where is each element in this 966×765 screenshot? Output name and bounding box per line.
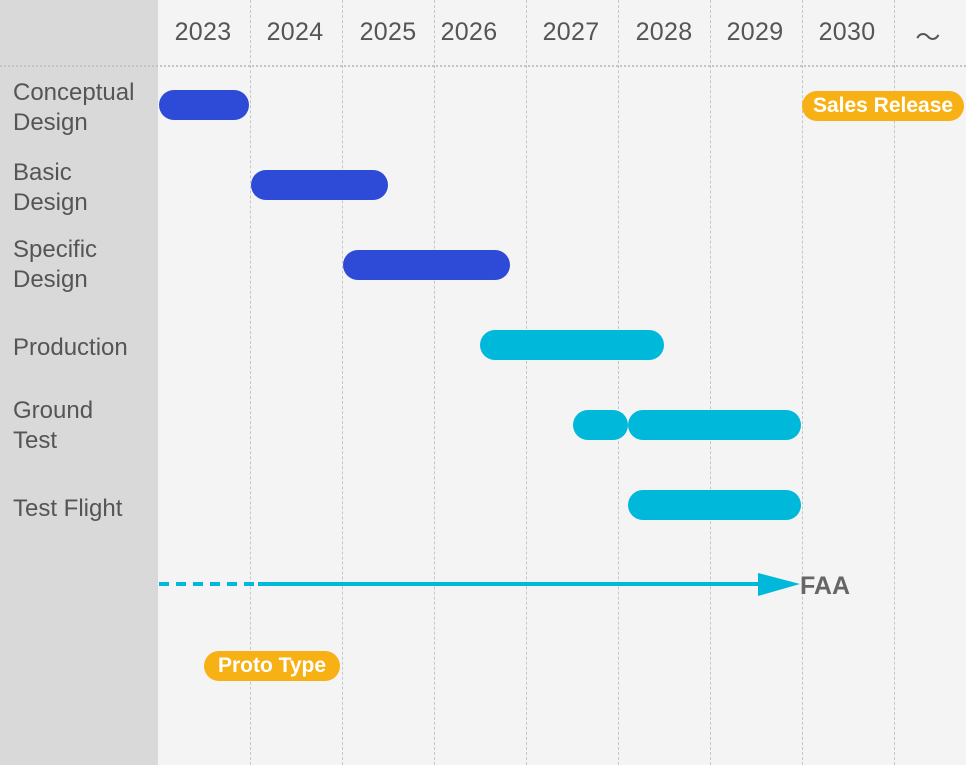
header-divider xyxy=(0,65,966,67)
bar-basic-design xyxy=(251,170,388,200)
gridline-2030 xyxy=(802,0,803,765)
year-label: 2024 xyxy=(266,18,324,46)
year-label: 〜 xyxy=(915,24,941,52)
task-label-specific-design: Specific Design xyxy=(13,236,98,293)
milestone-sales-release: Sales Release xyxy=(802,91,964,121)
year-label: 2025 xyxy=(359,18,417,46)
bar-conceptual-design xyxy=(159,90,249,120)
year-label: 2028 xyxy=(635,18,693,46)
year-label: 2023 xyxy=(174,18,232,46)
gridline-2029 xyxy=(710,0,711,765)
year-label: 2026 xyxy=(440,18,498,46)
bar-production xyxy=(480,330,664,360)
gridline-2026 xyxy=(434,0,435,765)
gridline-2027 xyxy=(526,0,527,765)
task-label-ground-test: Ground Test xyxy=(13,397,94,454)
milestone-proto-type: Proto Type xyxy=(204,651,340,681)
gridline-2024 xyxy=(250,0,251,765)
arrow-head-icon xyxy=(758,573,800,596)
faa-label: FAA xyxy=(800,572,850,600)
gridline-future xyxy=(894,0,895,765)
task-label-test-flight: Test Flight xyxy=(13,495,123,522)
bar-ground-test-phase-1 xyxy=(573,410,628,440)
task-label-conceptual-design: Conceptual Design xyxy=(13,79,135,136)
year-label: 2030 xyxy=(818,18,876,46)
bar-ground-test-phase-2 xyxy=(628,410,801,440)
bar-specific-design xyxy=(343,250,510,280)
year-label: 2027 xyxy=(542,18,600,46)
task-label-production: Production xyxy=(13,334,128,361)
gridline-2028 xyxy=(618,0,619,765)
bar-test-flight xyxy=(628,490,801,520)
gridline-2025 xyxy=(342,0,343,765)
task-sidebar xyxy=(0,0,158,765)
year-label: 2029 xyxy=(726,18,784,46)
task-label-basic-design: Basic Design xyxy=(13,159,88,216)
